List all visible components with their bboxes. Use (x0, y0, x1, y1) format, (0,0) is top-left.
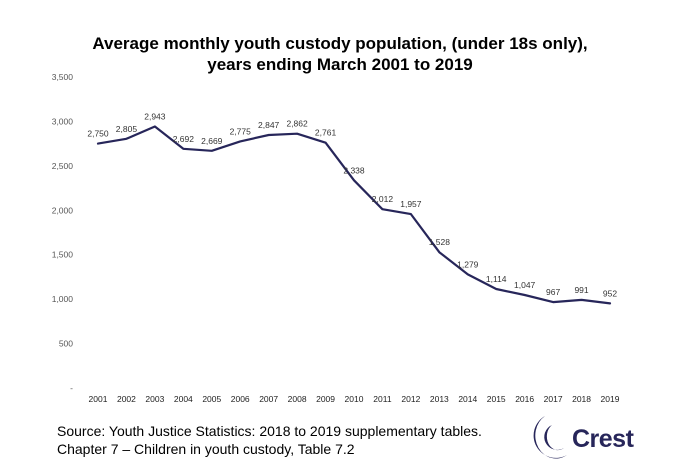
data-label: 2,692 (173, 134, 195, 144)
data-label: 2,750 (87, 129, 109, 139)
x-tick-label: 2005 (202, 394, 221, 404)
x-tick-label: 2006 (231, 394, 250, 404)
x-tick-label: 2001 (89, 394, 108, 404)
crest-crescent-icon (533, 416, 567, 459)
source-line-1: Source: Youth Justice Statistics: 2018 t… (57, 423, 482, 439)
data-label: 1,114 (486, 274, 507, 284)
x-tick-label: 2016 (515, 394, 534, 404)
x-tick-label: 2014 (458, 394, 477, 404)
chart-title: Average monthly youth custody population… (0, 33, 680, 75)
y-tick-label: 500 (59, 339, 73, 349)
logo-text: Crest (572, 425, 634, 453)
x-tick-label: 2004 (174, 394, 193, 404)
data-label: 1,279 (457, 259, 479, 269)
y-tick-label: 3,500 (52, 72, 74, 82)
y-axis: - 500 1,000 1,500 2,000 2,500 3,000 3,500 (52, 72, 74, 393)
x-tick-label: 2019 (601, 394, 620, 404)
y-tick-label: 3,000 (52, 116, 74, 126)
y-tick-label: 2,500 (52, 161, 74, 171)
data-label: 967 (546, 287, 560, 297)
x-tick-label: 2002 (117, 394, 136, 404)
data-labels: 2,750 2,805 2,943 2,692 2,669 2,775 2,847 2,862… (87, 111, 617, 304)
data-label: 1,957 (400, 199, 422, 209)
x-tick-label: 2009 (316, 394, 335, 404)
data-label: 991 (574, 285, 588, 295)
data-label: 2,805 (116, 124, 138, 134)
data-label: 2,847 (258, 120, 280, 130)
data-label: 1,047 (514, 280, 536, 290)
y-tick-label: 1,500 (52, 250, 74, 260)
x-tick-label: 2017 (544, 394, 563, 404)
data-label: 2,012 (372, 194, 394, 204)
y-tick-label: 1,000 (52, 294, 74, 304)
chart-title-line-2: years ending March 2001 to 2019 (207, 55, 473, 74)
series-line-path (96, 125, 612, 305)
chart-title-line-1: Average monthly youth custody population… (92, 34, 588, 53)
series-line (96, 125, 612, 305)
x-tick-label: 2007 (259, 394, 278, 404)
data-label: 2,761 (315, 128, 337, 138)
x-tick-label: 2003 (145, 394, 164, 404)
x-tick-label: 2018 (572, 394, 591, 404)
crest-logo: Crest (515, 413, 655, 463)
y-tick-label: 2,000 (52, 205, 74, 215)
data-label: 952 (603, 288, 617, 298)
data-label: 2,338 (343, 165, 365, 175)
x-tick-label: 2015 (487, 394, 506, 404)
x-tick-label: 2008 (288, 394, 307, 404)
data-label: 1,528 (429, 237, 451, 247)
data-label: 2,669 (201, 136, 223, 146)
x-tick-label: 2012 (401, 394, 420, 404)
y-tick-label: - (70, 383, 73, 393)
x-tick-label: 2010 (345, 394, 364, 404)
source-note: Source: Youth Justice Statistics: 2018 t… (57, 422, 482, 458)
source-line-2: Chapter 7 – Children in youth custody, T… (57, 441, 355, 457)
x-axis: 2001 2002 2003 2004 2005 2006 2007 2008 2009 2010… (89, 394, 620, 404)
x-tick-label: 2011 (373, 394, 392, 404)
data-label: 2,943 (144, 111, 166, 121)
data-label: 2,862 (286, 119, 308, 129)
x-tick-label: 2013 (430, 394, 449, 404)
data-label: 2,775 (230, 126, 252, 136)
